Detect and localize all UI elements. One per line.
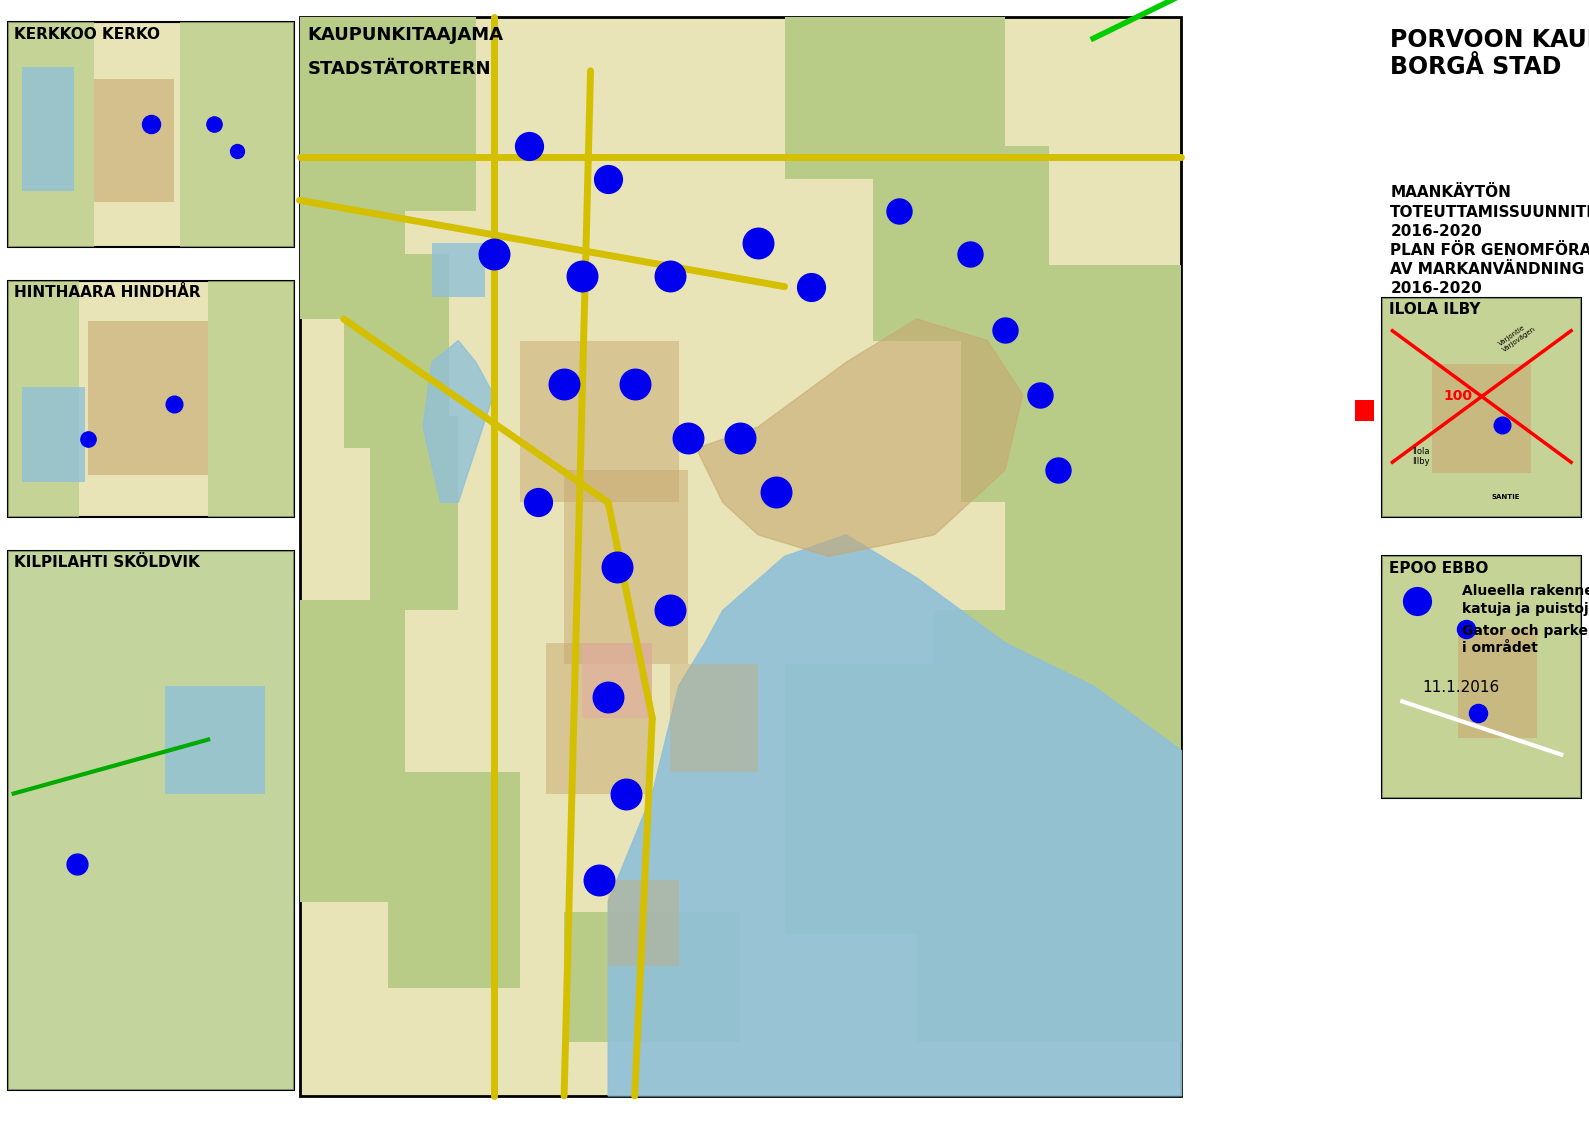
Bar — [370, 416, 458, 610]
Bar — [22, 388, 86, 481]
Bar — [8, 551, 294, 1090]
Text: HINTHAARA HINDHÅR: HINTHAARA HINDHÅR — [14, 285, 200, 300]
Bar — [8, 22, 94, 247]
Text: 100: 100 — [1443, 390, 1473, 404]
Bar — [785, 664, 961, 934]
Bar — [8, 551, 294, 1090]
Bar — [917, 740, 1182, 1042]
Text: ILOLA ILBY: ILOLA ILBY — [1389, 302, 1481, 317]
Polygon shape — [609, 535, 1182, 1096]
Text: KAUPUNKITAAJAMA: KAUPUNKITAAJAMA — [308, 26, 504, 44]
Bar — [1382, 298, 1581, 517]
Bar — [299, 17, 477, 211]
Bar — [1432, 364, 1532, 473]
Bar — [934, 610, 1182, 772]
Polygon shape — [696, 319, 1023, 556]
Text: Varjontie
Varjovägen: Varjontie Varjovägen — [1497, 320, 1537, 353]
Bar — [299, 17, 1182, 1096]
Bar — [299, 599, 405, 901]
Bar — [564, 470, 688, 664]
Bar — [564, 913, 740, 1042]
Bar — [94, 79, 173, 202]
Bar — [1382, 556, 1581, 798]
Text: 11.1.2016: 11.1.2016 — [1422, 680, 1500, 695]
Bar — [1355, 400, 1374, 420]
Bar — [180, 22, 294, 247]
Bar — [547, 643, 653, 794]
Bar — [671, 664, 758, 772]
Text: EPOO EBBO: EPOO EBBO — [1389, 561, 1489, 575]
Bar — [872, 146, 1049, 341]
Bar — [520, 341, 679, 502]
Bar — [961, 265, 1182, 502]
Bar — [432, 244, 485, 298]
Bar — [1459, 629, 1538, 737]
Bar — [785, 17, 1006, 179]
Text: KILPILAHTI SKÖLDVIK: KILPILAHTI SKÖLDVIK — [14, 555, 200, 570]
Text: Gator och parker byggs
i området: Gator och parker byggs i området — [1462, 624, 1589, 655]
Bar — [299, 190, 405, 319]
Text: PORVOON KAUPUNKI
BORGÅ STAD: PORVOON KAUPUNKI BORGÅ STAD — [1390, 28, 1589, 79]
Bar — [8, 281, 294, 517]
Text: SANTIE: SANTIE — [1492, 493, 1521, 499]
Bar — [609, 880, 679, 967]
Bar — [1006, 470, 1182, 664]
Text: STADSTÄTORTERN: STADSTÄTORTERN — [308, 60, 491, 78]
Bar — [582, 643, 653, 718]
Bar — [388, 772, 520, 988]
Text: KERKKOO KERKO: KERKKOO KERKO — [14, 27, 160, 42]
Text: Alueella rakennetaan
katuja ja puistoja: Alueella rakennetaan katuja ja puistoja — [1462, 584, 1589, 616]
Bar — [87, 321, 208, 474]
Bar — [1382, 556, 1581, 798]
Bar — [8, 281, 79, 517]
Bar — [8, 22, 294, 247]
Bar — [208, 281, 294, 517]
Bar — [165, 686, 265, 794]
Text: Ilola
Illby: Ilola Illby — [1413, 447, 1430, 466]
Bar — [22, 67, 73, 191]
Polygon shape — [423, 341, 494, 502]
Text: MAANKÄYTÖN
TOTEUTTAMISSUUNNITELMA
2016-2020
PLAN FÖR GENOMFÖRANDE
AV MARKANVÄNDN: MAANKÄYTÖN TOTEUTTAMISSUUNNITELMA 2016-2… — [1390, 185, 1589, 297]
Bar — [343, 254, 450, 448]
Bar — [1382, 298, 1581, 517]
